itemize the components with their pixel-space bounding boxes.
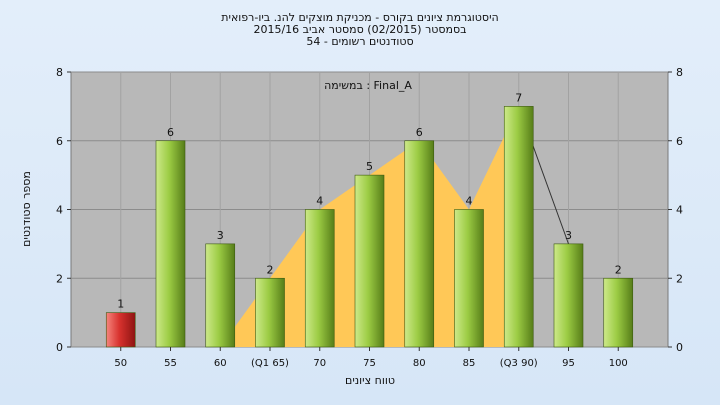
bar-70 <box>304 209 335 348</box>
bar-(Q1 65) <box>255 277 285 348</box>
bar-50 <box>105 312 136 348</box>
bar-75 <box>354 174 385 348</box>
data-label-9: 3 <box>565 229 572 242</box>
y-axis-label: מספר סטודנטים <box>20 171 33 247</box>
chart-title-line-1: היסטוגרמת ציונים בקורס - מכניקת מוצקים ל… <box>221 11 498 24</box>
y-tick-label-left: 0 <box>56 341 63 354</box>
data-label-10: 2 <box>615 263 622 276</box>
y-axis-left: 0 2 4 6 8 <box>56 66 71 354</box>
data-label-7: 4 <box>466 195 473 208</box>
bar-60 <box>205 243 236 348</box>
x-tick-label-8: (Q3 90) <box>500 358 538 369</box>
y-axis-right: 0 2 4 6 8 <box>668 66 683 354</box>
bar-85 <box>454 209 484 348</box>
x-tick-label-0: 50 <box>114 358 127 369</box>
y-tick-label-left: 6 <box>56 135 63 148</box>
y-tick-label-right: 6 <box>676 135 683 148</box>
y-tick-label-right: 2 <box>676 272 683 285</box>
data-label-2: 3 <box>217 229 224 242</box>
y-tick-label-right: 0 <box>676 341 683 354</box>
x-tick-label-2: 60 <box>214 358 227 369</box>
data-label-4: 4 <box>316 195 323 208</box>
y-tick-label-left: 2 <box>56 272 63 285</box>
x-axis-label: טווח ציונים <box>345 374 395 387</box>
chart-title-line-3: סטודנטים רשומים - 54 <box>306 35 413 48</box>
y-tick-label-left: 4 <box>56 204 63 217</box>
bar-95 <box>553 243 584 348</box>
chart-title-line-2: בסמסטר (02/2015) סמסטר אביב 2015/16 <box>253 23 466 36</box>
x-tick-label-4: 70 <box>313 358 326 369</box>
data-label-8: 7 <box>515 91 522 104</box>
x-axis: 50 55 60 (Q1 65) 70 75 80 85 (Q3 90) 95 100 <box>114 347 628 369</box>
chart-title: היסטוגרמת ציונים בקורס - מכניקת מוצקים ל… <box>221 11 498 48</box>
x-tick-label-5: 75 <box>363 358 376 369</box>
data-label-3: 2 <box>267 263 274 276</box>
y-tick-label-right: 4 <box>676 204 683 217</box>
x-tick-label-9: 95 <box>562 358 575 369</box>
data-label-0: 1 <box>117 298 124 311</box>
data-label-1: 6 <box>167 126 174 139</box>
x-tick-label-10: 100 <box>609 358 628 369</box>
y-tick-label-left: 8 <box>56 66 63 79</box>
bar-80 <box>404 140 435 348</box>
x-tick-label-7: 85 <box>463 358 476 369</box>
y-tick-label-right: 8 <box>676 66 683 79</box>
data-label-5: 5 <box>366 160 373 173</box>
data-label-6: 6 <box>416 126 423 139</box>
bar-100 <box>603 277 634 348</box>
bar-55 <box>155 140 186 348</box>
bars <box>105 106 634 348</box>
data-labels: 1 6 3 2 4 5 6 4 7 3 2 <box>117 91 622 310</box>
bar-(Q3 90) <box>503 106 534 348</box>
x-tick-label-1: 55 <box>164 358 177 369</box>
legend-text: במשימה : Final_A <box>324 79 412 92</box>
x-tick-label-6: 80 <box>413 358 426 369</box>
x-tick-label-3: (Q1 65) <box>251 358 289 369</box>
